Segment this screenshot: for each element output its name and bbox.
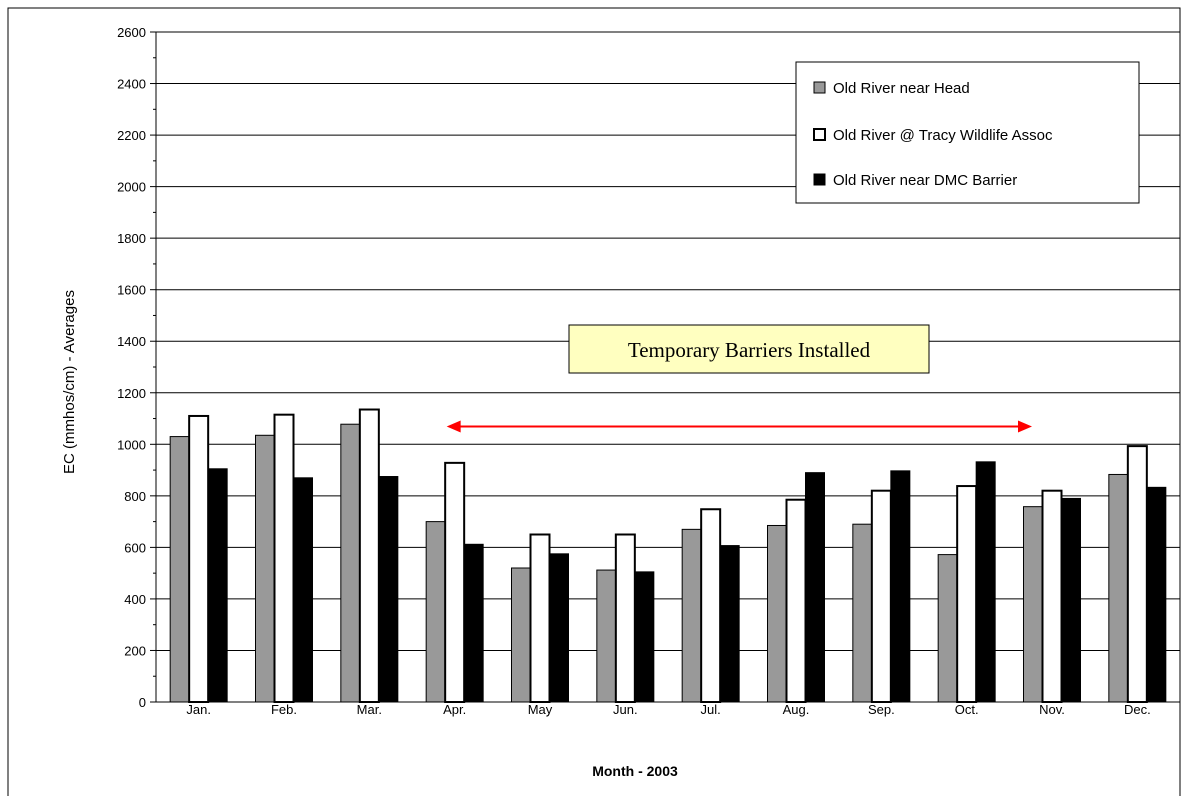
legend-swatch-tracy [813,128,826,141]
bar [425,521,446,703]
bar [870,489,892,704]
bar [596,569,617,703]
bar [188,414,210,703]
bar [956,485,978,703]
bar [529,533,551,703]
y-tick-label: 2400 [117,77,146,92]
bar [293,477,313,703]
y-tick-label: 1200 [117,386,146,401]
annotation-arrowhead-right [1018,420,1032,433]
y-tick-label: 400 [124,592,146,607]
bar [1146,486,1167,703]
bar [767,524,787,703]
legend-swatch-dmc [813,173,826,186]
y-tick-label: 2200 [117,128,146,143]
x-tick-label: Jan. [186,702,211,717]
bar [614,533,636,703]
gridlines [156,31,1180,651]
legend-label-tracy: Old River @ Tracy Wildlife Assoc [833,127,1053,144]
barrier-annotation: Temporary Barriers Installed [446,324,1032,433]
y-tick-label: 0 [139,695,146,710]
bar [340,423,361,703]
y-tick-label: 1800 [117,231,146,246]
x-tick-label: May [528,702,553,717]
legend-label-head: Old River near Head [833,80,970,97]
bar [852,523,873,703]
bar [719,545,740,703]
x-tick-label: Jun. [613,702,638,717]
x-tick-label: Nov. [1039,702,1065,717]
y-tick-label: 1400 [117,334,146,349]
y-tick-label: 2600 [117,25,146,40]
legend-box [795,61,1140,204]
x-tick-label: Mar. [357,702,382,717]
bar [1126,445,1148,703]
x-tick-label: Aug. [783,702,810,717]
y-tick-label: 800 [124,489,146,504]
x-axis-title: Month - 2003 [592,763,678,779]
bar [273,413,295,703]
legend-label-dmc: Old River near DMC Barrier [833,172,1017,189]
y-tick-label: 2000 [117,180,146,195]
bar [975,461,996,703]
bar [463,543,484,703]
bar [700,508,722,703]
x-tick-label: Oct. [955,702,979,717]
y-tick-label: 1600 [117,283,146,298]
bar [681,528,702,703]
annotation-arrowhead-left [446,420,461,433]
bar [378,476,399,703]
bar [1108,473,1129,703]
bar [169,436,190,703]
bar [634,571,655,703]
legend-swatch-head [813,81,826,94]
axes: 0 200 400 600 800 1000 1200 1400 1600 1800 2000 220… [117,25,1180,717]
bar [785,498,807,704]
annotation-text: Temporary Barriers Installed [628,338,871,362]
bar [207,468,228,703]
x-tick-label: Apr. [443,702,466,717]
legend: Old River near Head Old River @ Tracy Wi… [795,61,1140,204]
bar [511,567,531,703]
bar [890,470,911,703]
bar [1061,497,1081,703]
y-tick-label: 1000 [117,437,146,452]
bar [1041,489,1063,704]
bar [937,554,958,703]
x-tick-label: Dec. [1124,702,1151,717]
annotation-box [568,324,930,374]
bar [549,553,569,703]
x-tick-label: Jul. [701,702,721,717]
bar [255,434,275,703]
y-tick-label: 600 [124,540,146,555]
x-tick-label: Sep. [868,702,895,717]
y-tick-label: 200 [124,643,146,658]
bar [444,461,466,703]
bar [358,408,380,703]
bar [1023,506,1043,703]
y-axis-title: EC (mmhos/cm) - Averages [61,290,78,474]
x-tick-label: Feb. [271,702,297,717]
bars [169,408,1167,704]
bar [805,472,825,703]
